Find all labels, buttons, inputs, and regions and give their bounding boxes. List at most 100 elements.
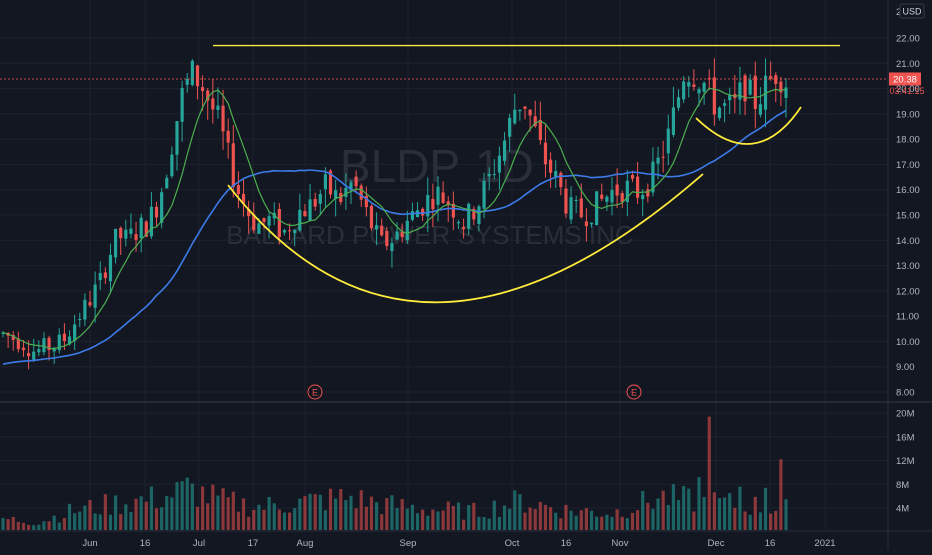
time-axis[interactable]: Jun 16 Jul 17 Aug Sep Oct 16 Nov Dec 16 2021 [0,530,932,549]
watermark-symbol: BLDP [340,140,460,192]
earnings-marker[interactable] [307,384,323,400]
volume-bar [620,516,624,530]
candle-body [472,208,476,220]
price-tick-label: 17.00 [896,160,920,171]
candle-body [723,103,727,106]
volume-bar [57,522,61,530]
cup-curve[interactable] [227,173,704,304]
volume-bar [487,518,491,530]
volume-bar [241,498,246,530]
time-tick-label: 17 [248,538,259,549]
volume-bar [180,481,184,530]
volume-bar [472,502,476,530]
volume-bar [364,506,368,530]
volume-bar [441,510,445,530]
volume-bar [743,511,747,530]
volume-bar [600,516,604,530]
volume-bar [134,498,138,530]
candle-body [201,87,205,92]
volume-bar [267,496,271,530]
candle-body [323,174,327,190]
volume-bar [763,487,768,530]
volume-bar [784,499,788,530]
candle-body [154,206,159,218]
candle-body [231,143,235,188]
volume-bar [589,510,594,530]
volume-bar [293,508,297,530]
candle-body [554,170,558,177]
volume-bars [1,416,788,530]
candle-body [513,109,517,124]
volume-bar [185,477,189,530]
volume-bar [344,500,348,530]
candle-body [303,211,307,217]
currency-tag[interactable] [899,3,925,19]
volume-bar [477,516,481,530]
volume-axis[interactable]: 4M 8M 12M 16M 20M [896,409,915,515]
price-tick-label: 8.00 [896,387,915,398]
volume-bar [21,522,26,530]
volume-bar [252,509,256,530]
candle-body [16,338,20,350]
candle-body [98,273,102,281]
volume-bar [32,525,36,530]
candle-body [784,87,788,98]
candle-body [523,106,527,109]
handle-curve[interactable] [695,106,802,145]
volume-bar [415,513,420,530]
volume-bar [1,518,5,530]
candle-body [405,220,409,241]
volume-bar [723,497,727,530]
volume-bar [380,514,384,530]
volume-bar [201,486,205,530]
volume-bar [139,496,143,530]
volume-bar [272,503,276,530]
volume-bar [707,416,711,530]
volume-bar [559,518,563,530]
candle-body [769,76,773,79]
time-tick-label: Jun [82,538,97,549]
candle-body [241,193,246,204]
time-tick-label: 2021 [814,538,835,549]
candle-body [185,78,189,85]
volume-tick-label: 20M [896,409,915,420]
volume-bar [262,509,266,530]
volume-bar [518,494,522,530]
volume-bar [216,495,220,530]
earnings-marker[interactable] [626,384,642,400]
volume-bar [211,484,215,530]
price-tick-label: 10.00 [896,337,920,348]
candle-body [400,231,404,238]
volume-bar [247,516,251,530]
candle-body [1,332,5,334]
volume-bar [288,512,292,530]
volume-bar [630,512,635,530]
volume-bar [206,503,210,530]
candle-body [195,65,200,87]
volume-bar [339,489,343,530]
candle-body [451,203,455,218]
volume-bar [11,516,15,530]
candle-body [385,230,389,247]
volume-bar [605,514,609,530]
price-axis[interactable]: 8.00 9.00 10.00 11.00 12.00 13.00 14.00 15.00 16… [896,7,920,398]
volume-bar [108,514,113,530]
time-tick-label: 16 [140,538,151,549]
time-tick-label: Nov [612,538,629,549]
volume-bar [98,514,102,530]
volume-bar [175,482,179,530]
candle-body [559,172,563,188]
candle-body [334,190,338,199]
volume-bar [369,496,374,530]
volume-bar [467,505,471,530]
candle-body [190,60,194,86]
time-tick-label: Dec [708,538,725,549]
candle-body [47,337,51,351]
volume-bar [385,498,389,530]
candle-body [518,109,522,112]
candle-body [748,79,752,95]
